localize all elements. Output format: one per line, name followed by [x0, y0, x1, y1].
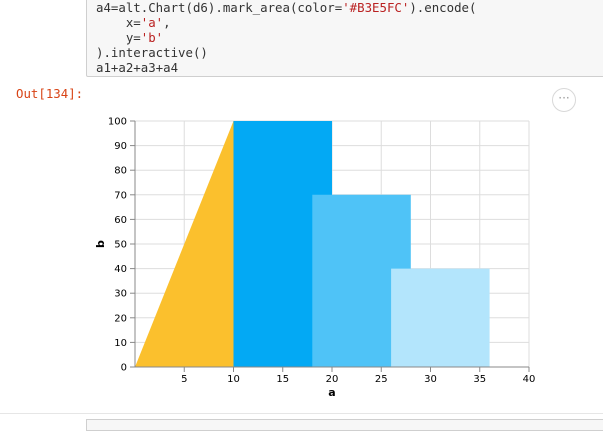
code-line-4: ).interactive()	[96, 45, 208, 60]
y-tick-label: 60	[114, 215, 127, 226]
x-axis-title: a	[328, 386, 335, 399]
code-line-1: a4=alt.Chart(d6).mark_area(color='#B3E5F…	[96, 0, 477, 15]
area-series-3	[312, 194, 411, 367]
x-tick-label: 10	[227, 374, 240, 385]
cell-divider	[0, 413, 603, 414]
y-tick-label: 10	[114, 338, 127, 349]
next-code-cell[interactable]	[86, 419, 603, 431]
area-series-2	[233, 121, 332, 367]
code-line-3: y='b'	[96, 30, 164, 45]
chart-actions-button[interactable]: ···	[552, 88, 576, 112]
y-tick-label: 20	[114, 313, 127, 324]
code-line-2: x='a',	[96, 15, 171, 30]
y-tick-label: 80	[114, 166, 127, 177]
y-tick-label: 50	[114, 240, 127, 251]
output-prompt: Out[134]:	[16, 86, 84, 101]
code-line-5: a1+a2+a3+a4	[96, 60, 179, 75]
x-tick-label: 5	[181, 374, 187, 385]
x-tick-label: 35	[473, 374, 486, 385]
y-tick-label: 70	[114, 190, 127, 201]
y-tick-label: 90	[114, 141, 127, 152]
area-series-4	[391, 268, 490, 367]
y-axis-title: b	[94, 240, 107, 248]
area-series-1	[135, 121, 234, 367]
x-tick-label: 15	[276, 374, 289, 385]
y-tick-label: 40	[114, 264, 127, 275]
x-tick-label: 30	[424, 374, 437, 385]
chart-axes: 5 10 15 20 25 30 35 40 0 10 20 30 40 50 60 70 80 90 100	[108, 117, 535, 386]
code-input-cell[interactable]	[86, 0, 603, 77]
y-tick-label: 30	[114, 289, 127, 300]
x-tick-label: 25	[375, 374, 388, 385]
y-tick-label: 0	[121, 363, 127, 374]
x-tick-label: 20	[326, 374, 339, 385]
x-tick-label: 40	[523, 374, 536, 385]
code-editor[interactable]: a4=alt.Chart(d6).mark_area(color='#B3E5F…	[96, 0, 476, 75]
y-tick-label: 100	[108, 117, 127, 128]
chart-areas	[135, 121, 490, 367]
